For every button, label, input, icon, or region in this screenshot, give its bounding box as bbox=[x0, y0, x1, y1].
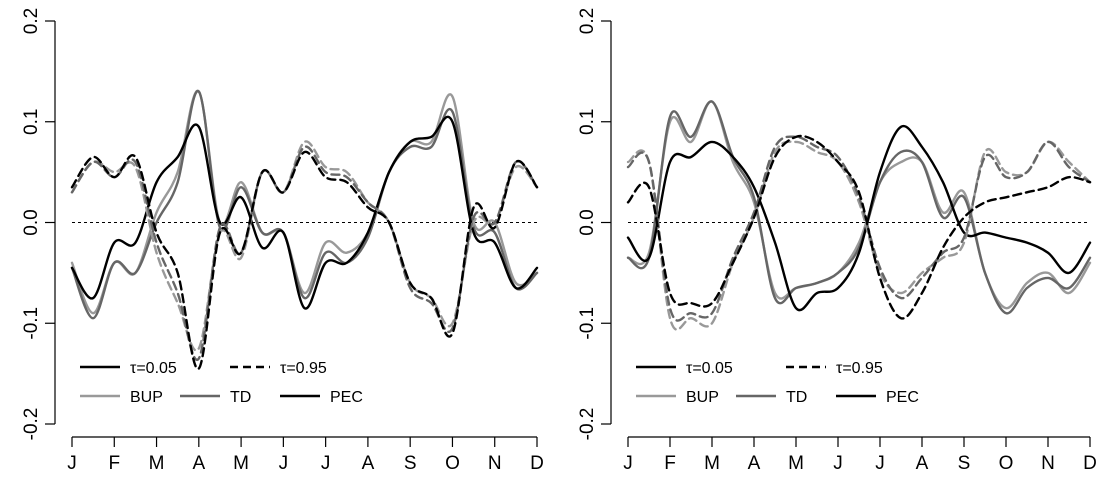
legend-label: BUP bbox=[130, 389, 163, 406]
x-tick-label: F bbox=[108, 453, 120, 474]
x-tick-label: J bbox=[875, 453, 885, 474]
left-panel: -0.2 -0.1 0.0 0.1 0.2 J F M A M J J A S O N Dτ=0.05 τ=0.9… bbox=[21, 8, 544, 474]
y-tick-label: 0.0 bbox=[21, 209, 42, 235]
x-tick-label: M bbox=[149, 453, 165, 474]
series-line-bup-tau-005 bbox=[626, 100, 1092, 310]
legend-label: TD bbox=[230, 389, 251, 406]
legend-label: PEC bbox=[886, 389, 919, 406]
legend-label: τ=0.95 bbox=[280, 360, 327, 377]
x-tick-label: J bbox=[833, 453, 843, 474]
series-line-pec-tau-095 bbox=[626, 134, 1092, 320]
y-tick-label: -0.1 bbox=[21, 307, 42, 340]
y-tick-label: 0.2 bbox=[577, 8, 598, 34]
legend-label: PEC bbox=[330, 389, 363, 406]
x-tick-label: S bbox=[958, 453, 971, 474]
x-tick-label: D bbox=[530, 453, 544, 474]
x-tick-label: S bbox=[404, 453, 417, 474]
y-tick-label: -0.2 bbox=[577, 408, 598, 441]
right-panel: -0.2 -0.1 0.0 0.1 0.2 J F M A M J J A S O N Dτ=0.05 τ=0.9… bbox=[577, 8, 1097, 474]
legend-label: TD bbox=[786, 389, 807, 406]
series-line-pec-tau-005 bbox=[70, 115, 539, 310]
legend-label: τ=0.05 bbox=[130, 360, 177, 377]
series-line-bup-tau-005 bbox=[70, 89, 539, 315]
x-tick-label: N bbox=[1041, 453, 1055, 474]
x-tick-label: M bbox=[788, 453, 804, 474]
x-tick-label: M bbox=[233, 453, 249, 474]
x-tick-label: A bbox=[748, 453, 761, 474]
series-line-td-tau-095 bbox=[70, 145, 539, 362]
y-tick-label: 0.1 bbox=[21, 109, 42, 135]
series-line-pec-tau-095 bbox=[70, 150, 539, 370]
y-tick-label: -0.2 bbox=[21, 408, 42, 441]
y-tick-label: 0.0 bbox=[577, 209, 598, 235]
x-tick-label: J bbox=[67, 453, 77, 474]
x-tick-label: J bbox=[623, 453, 633, 474]
x-tick-label: D bbox=[1083, 453, 1097, 474]
x-tick-label: J bbox=[279, 453, 289, 474]
x-tick-label: A bbox=[362, 453, 375, 474]
legend-label: τ=0.05 bbox=[686, 360, 733, 377]
x-tick-label: A bbox=[916, 453, 929, 474]
series-line-pec-tau-005 bbox=[626, 124, 1092, 312]
y-tick-label: -0.1 bbox=[577, 307, 598, 340]
legend-label: τ=0.95 bbox=[836, 360, 883, 377]
x-tick-label: N bbox=[488, 453, 502, 474]
series-line-bup-tau-095 bbox=[626, 140, 1092, 331]
legend-label: BUP bbox=[686, 389, 719, 406]
y-tick-label: 0.2 bbox=[21, 8, 42, 34]
x-tick-label: J bbox=[321, 453, 331, 474]
x-tick-label: O bbox=[445, 453, 460, 474]
series-line-td-tau-095 bbox=[626, 135, 1092, 322]
y-tick-label: 0.1 bbox=[577, 109, 598, 135]
x-tick-label: A bbox=[192, 453, 205, 474]
series-line-td-tau-005 bbox=[626, 100, 1092, 315]
x-tick-label: M bbox=[704, 453, 720, 474]
x-tick-label: F bbox=[664, 453, 676, 474]
x-tick-label: O bbox=[999, 453, 1014, 474]
